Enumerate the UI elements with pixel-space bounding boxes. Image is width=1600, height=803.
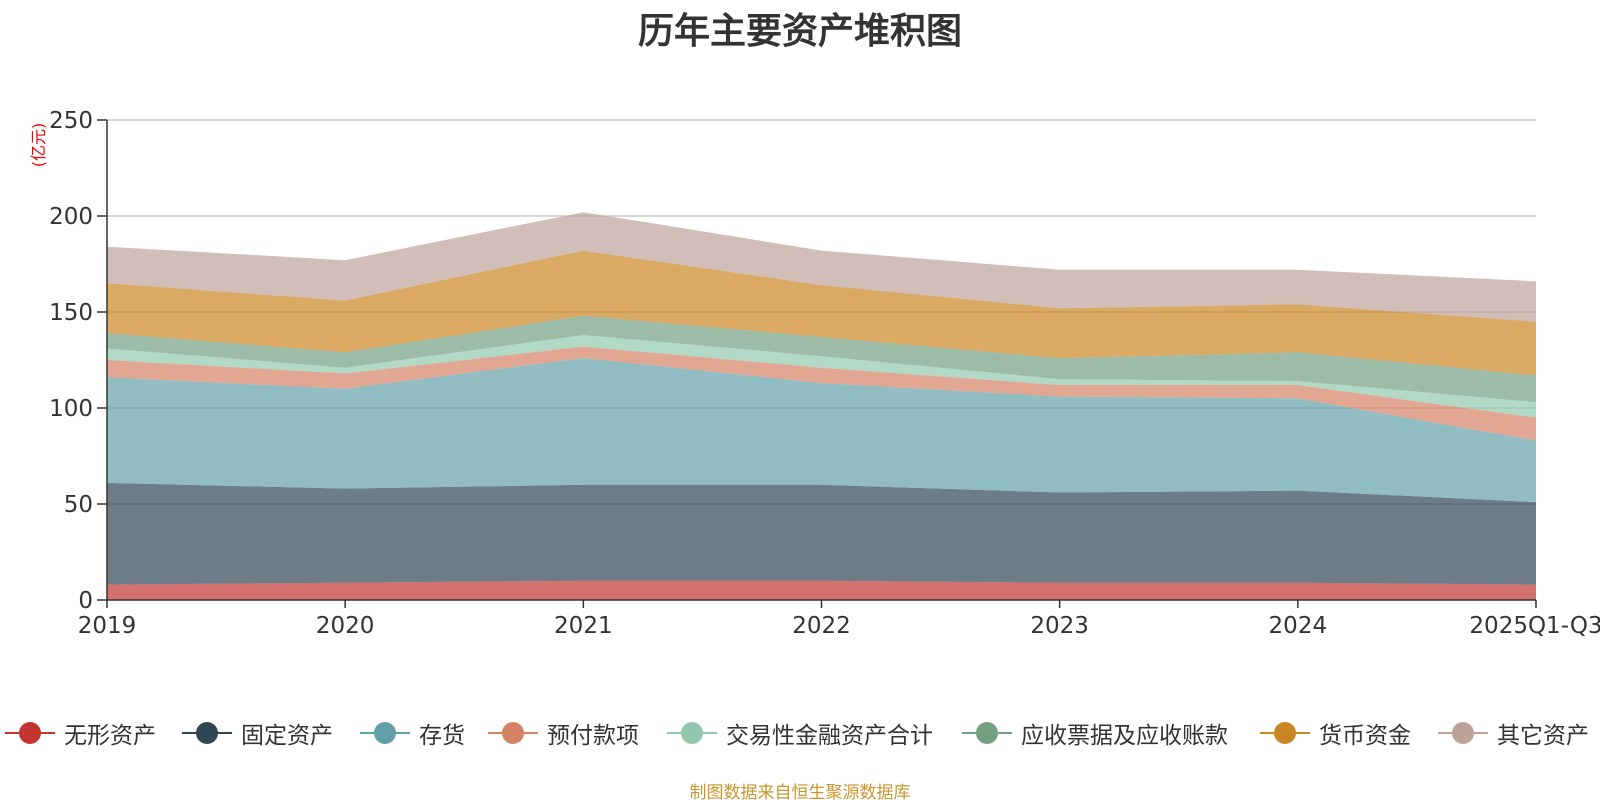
source-note: 制图数据来自恒生聚源数据库 [689, 783, 911, 803]
legend-label: 交易性金融资产合计 [726, 723, 933, 749]
legend-label: 预付款项 [547, 723, 639, 749]
x-tick-label: 2023 [1030, 613, 1089, 639]
legend-item-5[interactable]: 应收票据及应收账款 [962, 713, 1228, 753]
area-series-2 [107, 358, 1536, 503]
legend-label: 其它资产 [1497, 723, 1589, 749]
legend-item-0[interactable]: 无形资产 [5, 713, 156, 753]
legend-item-2[interactable]: 存货 [360, 713, 465, 753]
area-series-6 [107, 250, 1536, 376]
area-series-4 [107, 335, 1536, 418]
axis-layer: 0 50 100 150 200 250 2019 2020 2021 2022 2023 2024 2… [49, 108, 1600, 639]
legend-item-4[interactable]: 交易性金融资产合计 [667, 713, 933, 753]
area-series-1 [107, 482, 1536, 585]
legend-label: 无形资产 [64, 723, 156, 749]
legend-marker-icon [1438, 718, 1488, 748]
x-tick-label: 2021 [554, 613, 613, 639]
legend-item-3[interactable]: 预付款项 [488, 713, 639, 753]
legend-label: 货币资金 [1319, 723, 1411, 749]
legend-marker-icon [5, 718, 55, 748]
legend-marker-icon [182, 718, 232, 748]
y-tick-label: 150 [49, 300, 93, 326]
legend-label: 存货 [419, 723, 465, 749]
legend-marker-icon [1260, 718, 1310, 748]
x-tick-label: 2022 [792, 613, 851, 639]
area-series-5 [107, 315, 1536, 403]
legend-item-1[interactable]: 固定资产 [182, 713, 333, 753]
x-tick-label: 2024 [1269, 613, 1328, 639]
legend-item-7[interactable]: 其它资产 [1438, 713, 1589, 753]
x-tick-label: 2025Q1-Q3 [1469, 613, 1600, 639]
area-layer [107, 212, 1536, 600]
y-tick-label: 200 [49, 204, 93, 230]
y-tick-label: 50 [64, 492, 93, 518]
area-series-0 [107, 580, 1536, 600]
y-tick-label: 100 [49, 396, 93, 422]
legend-marker-icon [488, 718, 538, 748]
area-series-7 [107, 212, 1536, 322]
legend: 无形资产 固定资产 存货 预付款项 交易性金融资产合计 应收票据及应收账款 货币资金 其它资产 [0, 713, 1600, 753]
x-tick-label: 2019 [78, 613, 137, 639]
y-tick-label: 250 [49, 108, 93, 134]
legend-item-6[interactable]: 货币资金 [1260, 713, 1411, 753]
chart-title: 历年主要资产堆积图 [637, 11, 962, 52]
legend-label: 固定资产 [241, 723, 333, 749]
y-tick-label: 0 [78, 588, 93, 614]
x-tick-label: 2020 [316, 613, 375, 639]
legend-label: 应收票据及应收账款 [1021, 723, 1228, 749]
legend-marker-icon [962, 718, 1012, 748]
y-axis-unit-label: (亿元) [29, 123, 48, 168]
legend-marker-icon [667, 718, 717, 748]
legend-marker-icon [360, 718, 410, 748]
area-series-3 [107, 346, 1536, 441]
